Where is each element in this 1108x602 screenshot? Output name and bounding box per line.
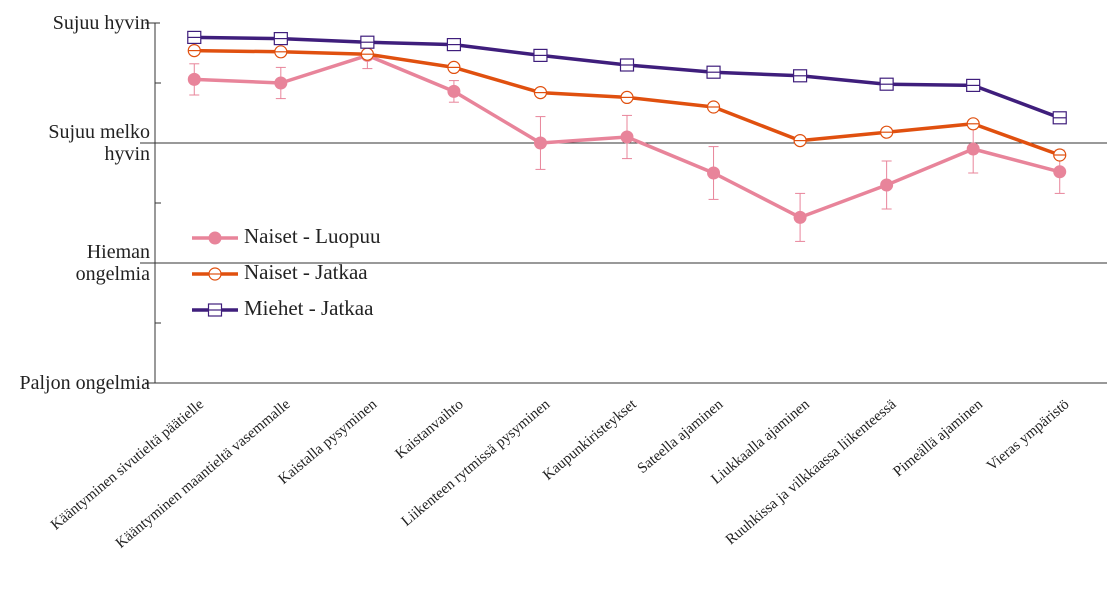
- y-tick-label: Sujuu melko hyvin: [48, 121, 150, 165]
- marker: [706, 100, 721, 114]
- x-tick-label: Kääntyminen sivutieltä päätielle: [48, 396, 207, 533]
- marker: [274, 76, 288, 90]
- marker: [792, 69, 808, 83]
- x-tick-label: Kaupunkiristeykset: [540, 396, 640, 484]
- marker: [880, 178, 894, 192]
- legend-item: Naiset - Luopuu: [192, 224, 381, 248]
- marker: [966, 78, 981, 93]
- marker: [879, 77, 894, 91]
- x-tick-label: Liikenteen rytmissä pysyminen: [399, 396, 554, 530]
- marker: [793, 134, 807, 148]
- x-tick-label: Pimeällä ajaminen: [890, 396, 986, 480]
- marker: [187, 30, 202, 44]
- series: [187, 30, 1067, 125]
- marker: [533, 48, 548, 63]
- marker: [273, 31, 288, 46]
- x-tick-label: Kaistanvaihto: [393, 396, 467, 462]
- legend-item: Naiset - Jatkaa: [192, 260, 368, 284]
- marker: [187, 43, 201, 58]
- legend-marker: [208, 231, 222, 245]
- series: [187, 41, 1067, 242]
- marker: [187, 72, 201, 86]
- marker: [966, 117, 980, 131]
- x-tick-label: Ruuhkissa ja vilkkaassa liikenteessä: [723, 396, 900, 548]
- marker: [360, 47, 374, 61]
- series: [187, 43, 1067, 162]
- marker: [533, 85, 548, 100]
- legend-label: Miehet - Jatkaa: [244, 296, 374, 320]
- marker: [966, 142, 980, 156]
- marker: [1053, 165, 1067, 179]
- x-tick-label: Kääntyminen maantieltä vasemmalle: [113, 396, 294, 551]
- legend-marker: [208, 267, 222, 281]
- marker: [274, 45, 288, 59]
- x-tick-label: Sateella ajaminen: [635, 396, 727, 477]
- y-tick-label: Hieman ongelmia: [75, 241, 150, 285]
- marker: [620, 130, 634, 144]
- legend-label: Naiset - Jatkaa: [244, 260, 368, 284]
- y-tick-label: Paljon ongelmia: [19, 372, 150, 394]
- marker: [533, 136, 547, 150]
- y-tick-label: Sujuu hyvin: [52, 12, 150, 34]
- legend-label: Naiset - Luopuu: [244, 224, 381, 248]
- marker: [619, 58, 635, 72]
- marker: [707, 166, 721, 180]
- marker: [706, 65, 721, 79]
- marker: [620, 90, 634, 105]
- marker: [1052, 111, 1067, 125]
- marker: [360, 35, 375, 49]
- marker: [447, 84, 461, 98]
- x-tick-label: Vieras ympäristö: [984, 396, 1072, 474]
- marker: [1053, 148, 1067, 162]
- legend-marker: [207, 303, 223, 317]
- marker: [447, 60, 461, 75]
- marker: [793, 210, 807, 224]
- series-line: [194, 35, 1061, 120]
- legend-item: Miehet - Jatkaa: [192, 296, 374, 320]
- marker: [880, 125, 894, 139]
- marker: [446, 37, 462, 52]
